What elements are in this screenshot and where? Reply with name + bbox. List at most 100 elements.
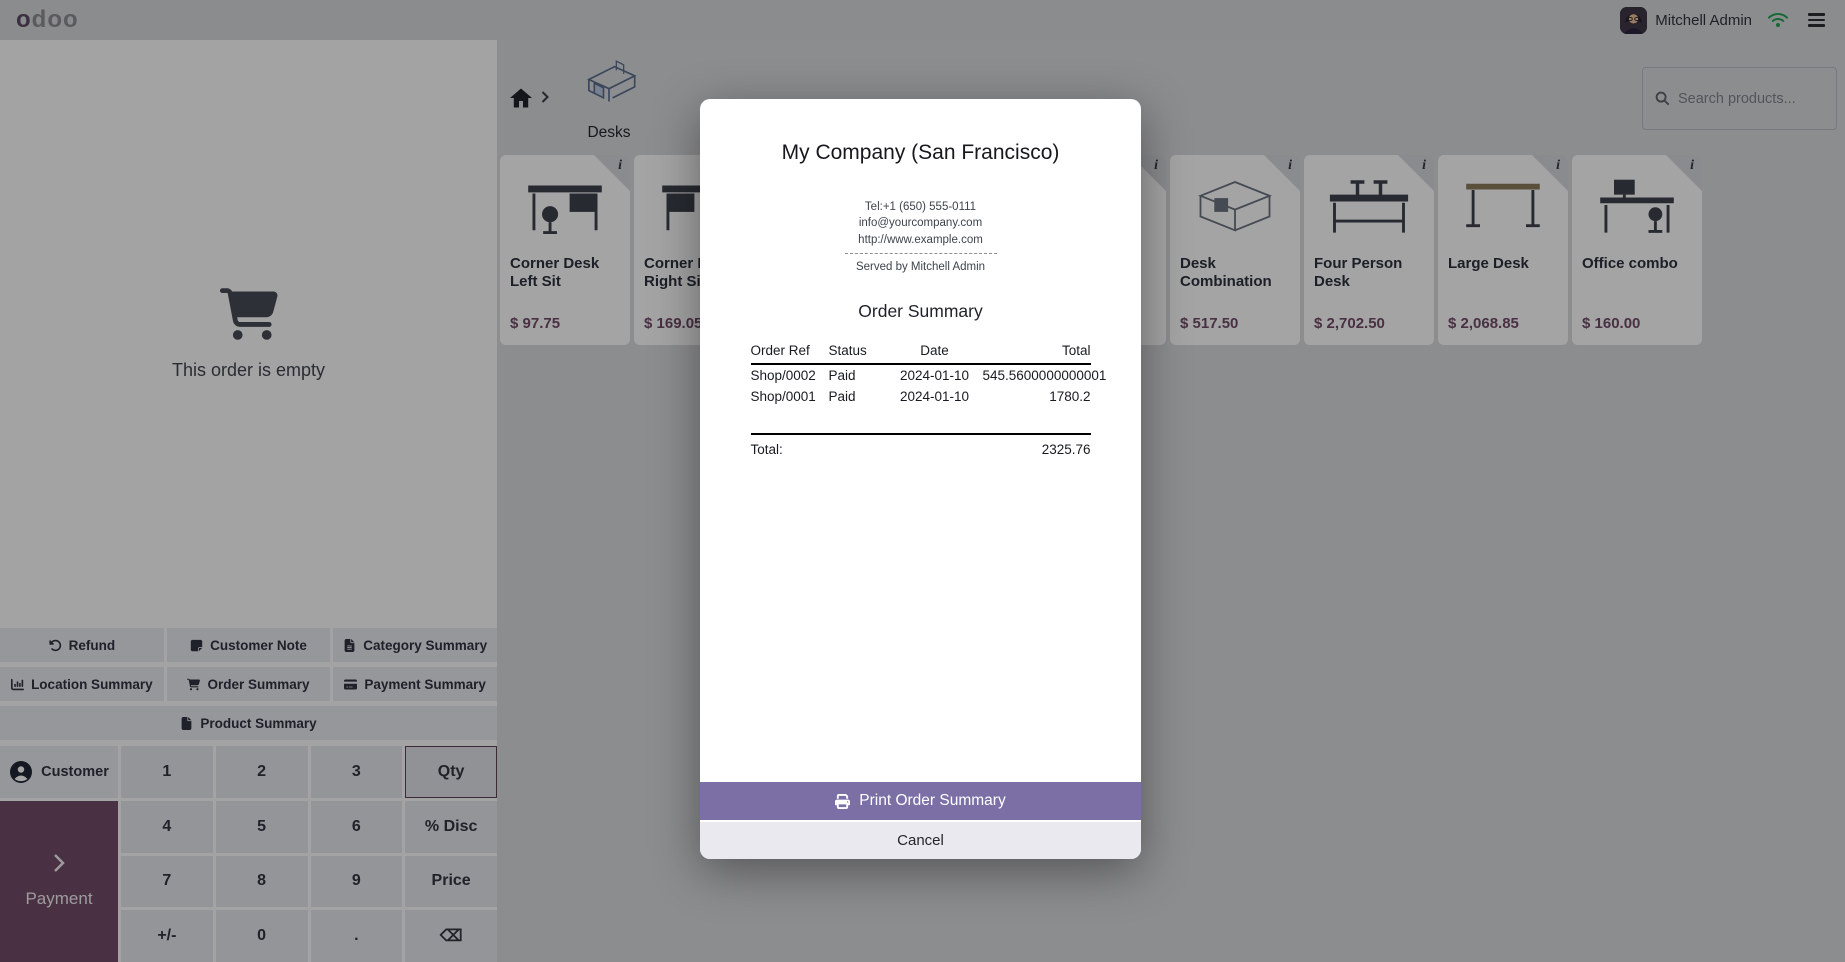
desk-category-icon xyxy=(586,60,637,102)
product-price: $ 2,068.85 xyxy=(1448,315,1519,332)
payment-button[interactable]: Payment xyxy=(0,800,118,962)
order-total: 1780.2 xyxy=(1049,388,1091,404)
wifi-icon xyxy=(1768,12,1788,28)
company-website: http://www.example.com xyxy=(858,233,983,246)
info-icon: i xyxy=(1288,158,1292,173)
chevron-right-icon xyxy=(54,854,65,873)
numpad-2[interactable]: 2 xyxy=(215,746,308,798)
info-badge[interactable] xyxy=(594,155,630,191)
info-badge[interactable] xyxy=(1398,155,1434,191)
product-name: Four Person Desk xyxy=(1314,255,1403,290)
customer-label: Customer xyxy=(41,763,109,780)
customer-note-label: Customer Note xyxy=(210,637,307,653)
product-image xyxy=(500,155,630,255)
info-icon: i xyxy=(1154,158,1158,173)
order-ref: Shop/0001 xyxy=(750,388,816,404)
payment-summary-button[interactable]: Payment Summary xyxy=(333,667,498,701)
user-menu[interactable]: Mitchell Admin xyxy=(1620,6,1752,34)
grand-total-value: 2325.76 xyxy=(1041,441,1091,457)
search-icon xyxy=(1655,91,1670,106)
table-row: Shop/0002 Paid 2024-01-10 545.5600000000… xyxy=(751,365,1107,386)
cancel-label: Cancel xyxy=(897,832,944,849)
product-card[interactable]: i Large Desk $ 2,068.85 xyxy=(1438,155,1568,345)
col-status: Status xyxy=(828,342,867,358)
numpad-1[interactable]: 1 xyxy=(121,746,213,798)
info-badge[interactable] xyxy=(1666,155,1702,191)
numpad-7[interactable]: 7 xyxy=(121,855,213,908)
receipt-divider xyxy=(844,252,997,254)
customer-icon xyxy=(10,760,33,783)
info-icon: i xyxy=(1422,158,1426,173)
category-summary-button[interactable]: Category Summary xyxy=(333,628,498,662)
search-input[interactable] xyxy=(1678,90,1824,107)
order-total: 545.5600000000001 xyxy=(982,367,1107,383)
numpad-backspace[interactable]: ⌫ xyxy=(405,910,497,962)
info-badge[interactable] xyxy=(1264,155,1300,191)
top-bar: odoo Mitchell Admin xyxy=(0,0,1845,40)
breadcrumb-chevron-icon xyxy=(541,90,549,108)
customer-note-button[interactable]: Customer Note xyxy=(166,628,331,662)
numpad-0[interactable]: 0 xyxy=(215,910,308,962)
numpad-dot[interactable]: . xyxy=(310,910,403,962)
breadcrumb-home-button[interactable] xyxy=(509,86,533,115)
order-summary-table: Order Ref Status Date Total Shop/0002 Pa… xyxy=(750,340,1107,457)
product-price: $ 517.50 xyxy=(1180,315,1239,332)
category-tile-desks[interactable]: Desks xyxy=(559,54,659,142)
dialog-footer: Print Order Summary Cancel xyxy=(700,782,1141,859)
numpad-9[interactable]: 9 xyxy=(310,855,403,908)
product-name: Office combo xyxy=(1582,255,1678,272)
refund-icon xyxy=(48,639,61,651)
menu-icon[interactable] xyxy=(1804,9,1829,31)
numpad-3[interactable]: 3 xyxy=(310,746,403,798)
product-summary-button[interactable]: Product Summary xyxy=(0,706,497,740)
product-name: Large Desk xyxy=(1448,255,1529,272)
order-summary-button[interactable]: Order Summary xyxy=(166,667,331,701)
order-panel: This order is empty Refund Customer Note… xyxy=(0,40,498,962)
cancel-button[interactable]: Cancel xyxy=(700,822,1141,859)
product-card[interactable]: i Office combo $ 160.00 xyxy=(1572,155,1702,345)
product-price: $ 169.05 xyxy=(644,315,703,332)
cart-small-icon xyxy=(187,678,201,690)
info-badge[interactable] xyxy=(1532,155,1568,191)
grand-total-row: Total: 2325.76 xyxy=(750,432,1091,457)
customer-button[interactable]: Customer xyxy=(0,746,118,798)
refund-button[interactable]: Refund xyxy=(0,628,164,662)
cart-icon xyxy=(219,287,278,340)
product-card[interactable]: i Four Person Desk $ 2,702.50 xyxy=(1304,155,1434,345)
note-icon xyxy=(190,639,203,651)
numpad-price[interactable]: Price xyxy=(405,855,497,908)
product-summary-label: Product Summary xyxy=(200,715,317,731)
product-image xyxy=(1304,155,1434,255)
product-name: Desk Combination xyxy=(1180,255,1272,290)
location-summary-button[interactable]: Location Summary xyxy=(0,667,164,701)
empty-order-area: This order is empty xyxy=(0,40,497,628)
numpad-6[interactable]: 6 xyxy=(310,800,403,853)
col-date: Date xyxy=(920,342,949,358)
numpad-4[interactable]: 4 xyxy=(121,800,213,853)
print-label: Print Order Summary xyxy=(859,792,1006,809)
order-status: Paid xyxy=(828,388,856,404)
company-phone: Tel:+1 (650) 555-0111 xyxy=(864,201,977,213)
product-price: $ 160.00 xyxy=(1582,315,1641,332)
bar-chart-icon xyxy=(11,678,25,690)
printer-icon xyxy=(835,793,851,809)
product-card[interactable]: i Desk Combination $ 517.50 xyxy=(1170,155,1300,345)
print-order-summary-button[interactable]: Print Order Summary xyxy=(700,782,1141,820)
product-card[interactable]: i Corner Desk Left Sit $ 97.75 xyxy=(500,155,630,345)
product-price: $ 97.75 xyxy=(510,315,561,332)
odoo-logo: odoo xyxy=(16,6,79,33)
refund-label: Refund xyxy=(68,637,116,653)
numpad-8[interactable]: 8 xyxy=(215,855,308,908)
numpad-plusminus[interactable]: +/- xyxy=(121,910,213,962)
order-summary-label: Order Summary xyxy=(207,676,310,692)
order-date: 2024-01-10 xyxy=(899,388,970,404)
product-price: $ 2,702.50 xyxy=(1314,315,1385,332)
numpad-disc[interactable]: % Disc xyxy=(405,800,497,853)
numpad-qty[interactable]: Qty xyxy=(405,746,497,798)
numpad-5[interactable]: 5 xyxy=(215,800,308,853)
company-title: My Company (San Francisco) xyxy=(781,141,1060,164)
search-box[interactable] xyxy=(1642,67,1837,130)
home-icon xyxy=(510,88,532,108)
payment-summary-label: Payment Summary xyxy=(364,676,486,692)
